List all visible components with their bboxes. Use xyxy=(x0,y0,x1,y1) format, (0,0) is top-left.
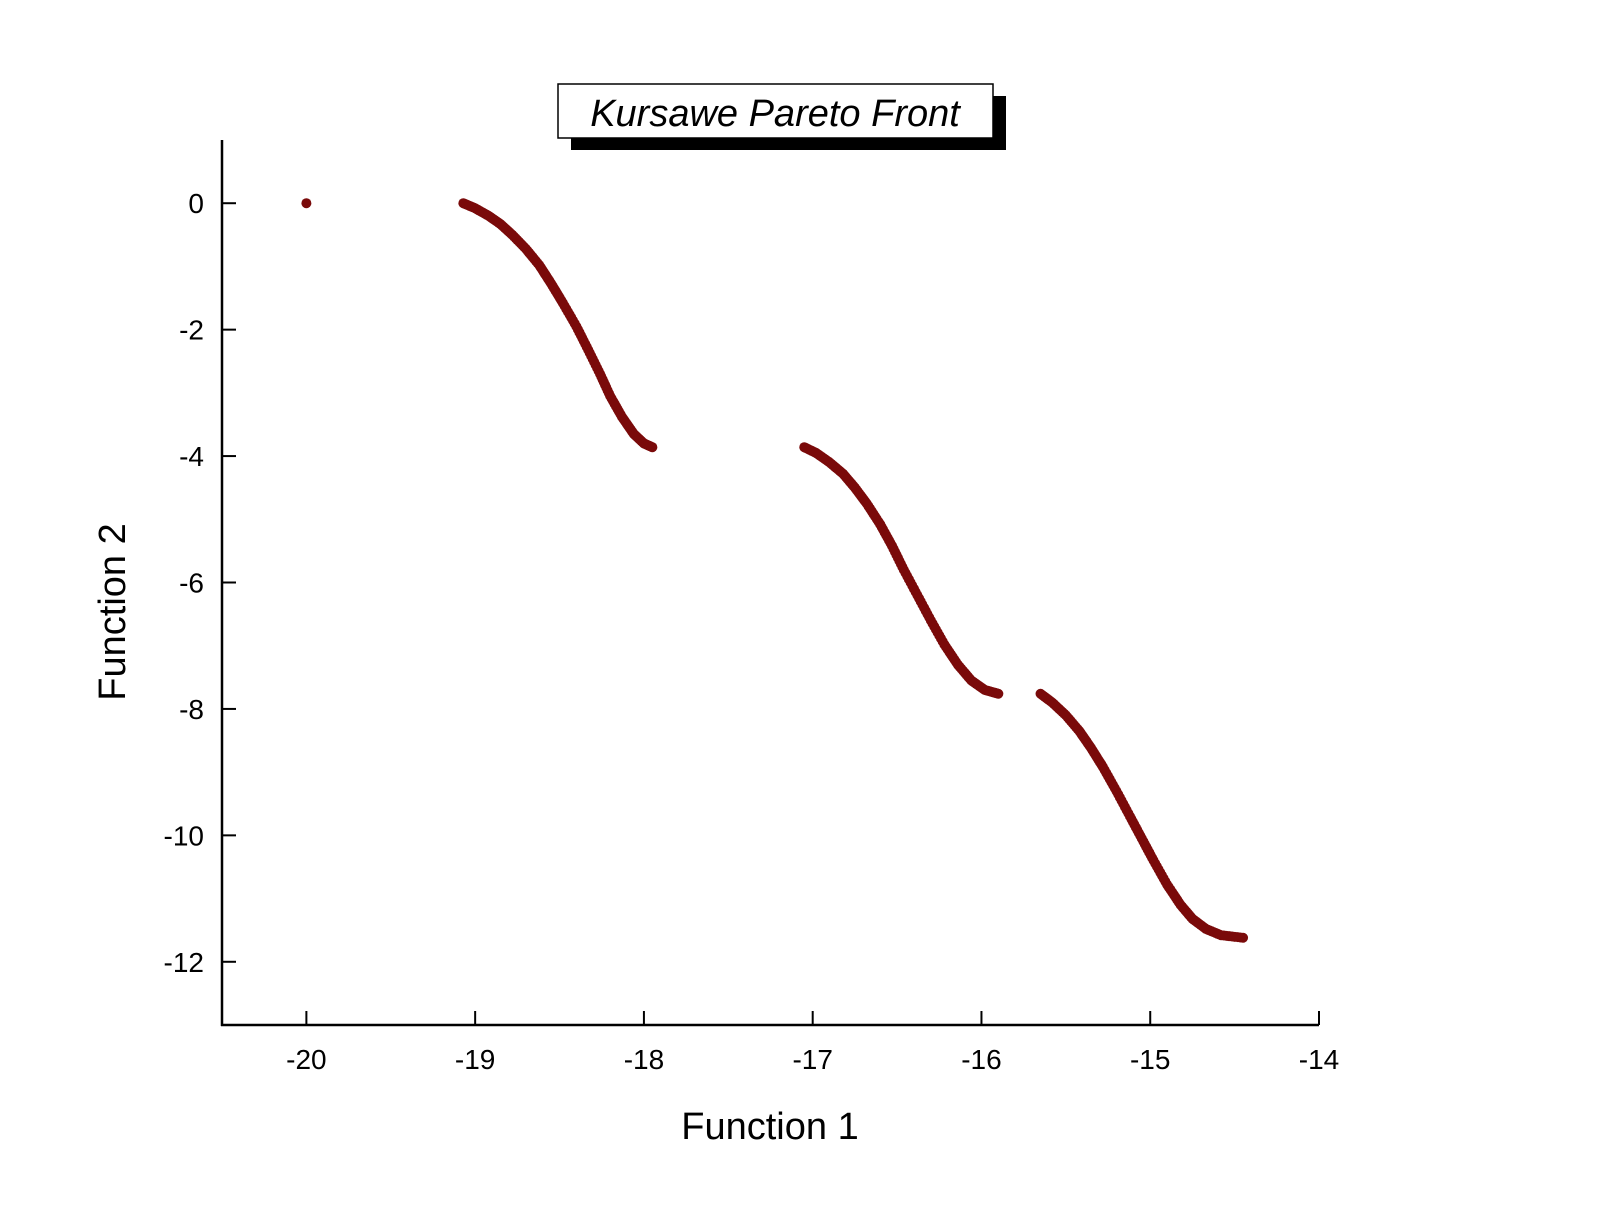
y-ticks: 0 -2 -4 -6 -8 -10 -12 xyxy=(164,188,236,978)
chart-title: Kursawe Pareto Front xyxy=(590,93,961,135)
x-ticks: -20 -19 -18 -17 -16 -15 -14 xyxy=(286,1011,1339,1075)
x-axis-title: Function 1 xyxy=(681,1106,858,1148)
x-tick-label: -18 xyxy=(624,1044,664,1075)
data-point xyxy=(1238,932,1249,943)
y-tick-label: 0 xyxy=(188,188,204,219)
x-tick-label: -15 xyxy=(1130,1044,1170,1075)
y-tick-label: -12 xyxy=(164,947,204,978)
x-tick-label: -16 xyxy=(961,1044,1001,1075)
data-point xyxy=(301,198,312,209)
y-tick-label: -8 xyxy=(179,694,204,725)
data-points xyxy=(301,198,1249,943)
y-axis-title: Function 2 xyxy=(92,523,134,700)
y-tick-label: -10 xyxy=(164,820,204,851)
y-tick-label: -4 xyxy=(179,441,204,472)
title-box: Kursawe Pareto Front xyxy=(557,83,1006,150)
title-frame xyxy=(557,83,994,139)
plot-area xyxy=(222,140,1319,1025)
x-tick-label: -14 xyxy=(1299,1044,1339,1075)
y-tick-label: -2 xyxy=(179,315,204,346)
x-tick-label: -19 xyxy=(455,1044,495,1075)
x-tick-label: -17 xyxy=(792,1044,832,1075)
data-point xyxy=(993,688,1004,699)
data-point xyxy=(647,442,658,453)
y-tick-label: -6 xyxy=(179,568,204,599)
x-tick-label: -20 xyxy=(286,1044,326,1075)
